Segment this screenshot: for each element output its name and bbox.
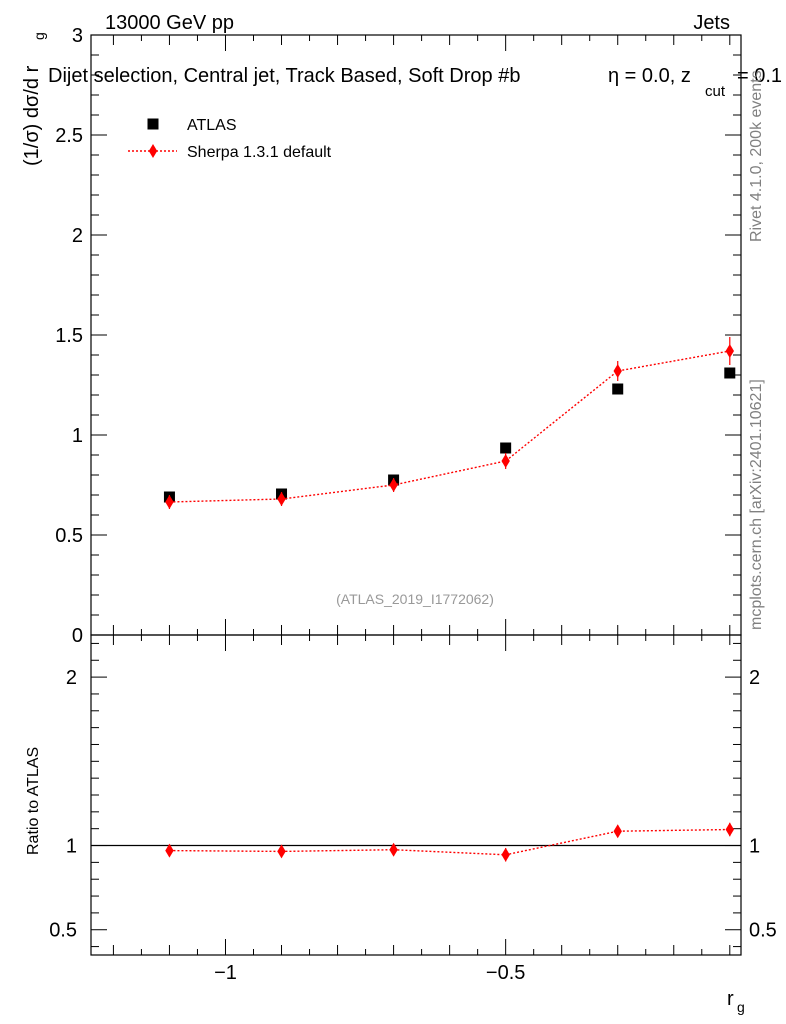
main-data-point	[500, 442, 512, 454]
main-ytick-label: 2	[72, 225, 83, 247]
ratio-mc-point	[501, 847, 510, 862]
legend-label-atlas: ATLAS	[187, 117, 237, 134]
main-y-label: (1/σ) dσ/d r	[21, 65, 43, 166]
main-data-point	[612, 383, 624, 395]
ratio-ytick-label-right: 0.5	[749, 920, 777, 942]
legend-marker-sherpa	[148, 144, 158, 158]
main-mc-point	[389, 478, 398, 492]
ratio-series-line	[169, 828, 730, 856]
ratio-ytick-label-right: 1	[749, 836, 760, 858]
subtitle: Dijet selection, Central jet, Track Base…	[48, 65, 520, 87]
main-ytick-label: 2.5	[55, 125, 83, 147]
ratio-ytick-label-right: 2	[749, 667, 760, 689]
main-series-line	[169, 350, 730, 503]
x-axis-label: r	[727, 988, 734, 1010]
legend-label-sherpa: Sherpa 1.3.1 default	[187, 144, 332, 161]
main-mc-point	[613, 364, 622, 378]
subtitle-cut-tail: = 0.1	[737, 65, 782, 87]
header-right: Jets	[693, 12, 730, 34]
main-ytick-label: 1.5	[55, 325, 83, 347]
subtitle-cut-sub: cut	[705, 83, 726, 100]
main-data-point	[724, 367, 736, 379]
main-mc-point	[277, 492, 286, 506]
ratio-mc-point	[277, 844, 286, 859]
subtitle-cut: η = 0.0, z	[608, 65, 691, 87]
x-tick-label: −0.5	[486, 962, 525, 984]
ratio-mc-point	[725, 822, 734, 837]
main-ytick-label: 0.5	[55, 525, 83, 547]
x-axis-label-sub: g	[737, 999, 745, 1015]
ratio-panel: 0.5 0.5 1 1 2 2 −1 −0.5 Ratio to ATLAS r g	[25, 634, 777, 1015]
ratio-mc-point	[165, 843, 174, 858]
ratio-ytick-label-left: 0.5	[49, 920, 77, 942]
main-ytick-label: 3	[72, 25, 83, 47]
main-ytick-label: 0	[72, 625, 83, 647]
ratio-mc-point	[389, 842, 398, 857]
ratio-ytick-label-left: 2	[66, 667, 77, 689]
ratio-frame	[90, 634, 742, 956]
legend: ATLAS Sherpa 1.3.1 default	[128, 117, 332, 161]
main-mc-point	[165, 495, 174, 509]
main-ytick-label: 1	[72, 425, 83, 447]
ratio-mc-point	[613, 824, 622, 839]
legend-marker-atlas	[147, 118, 159, 130]
header-left: 13000 GeV pp	[105, 12, 234, 34]
ratio-y-label: Ratio to ATLAS	[25, 747, 42, 855]
analysis-watermark: (ATLAS_2019_I1772062)	[336, 591, 494, 607]
ratio-ytick-label-left: 1	[66, 836, 77, 858]
main-mc-point	[725, 344, 734, 358]
mcplots-label: mcplots.cern.ch [arXiv:2401.10621]	[748, 379, 765, 630]
main-y-label-sub: g	[31, 32, 47, 40]
x-tick-label: −1	[214, 962, 237, 984]
rivet-label: Rivet 4.1.0, 200k events	[748, 70, 765, 242]
main-mc-point	[501, 454, 510, 468]
